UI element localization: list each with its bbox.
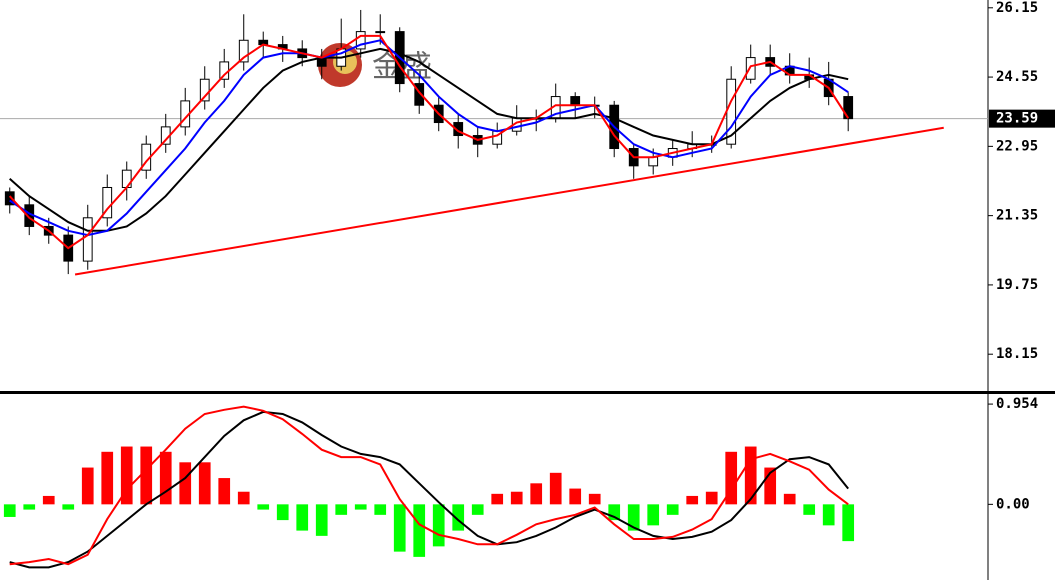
candle-body bbox=[745, 57, 756, 80]
histogram-bar bbox=[471, 504, 484, 515]
indicator-line bbox=[9, 405, 849, 566]
histogram-bar bbox=[257, 504, 270, 510]
histogram-bar bbox=[627, 504, 640, 531]
histogram-bar bbox=[81, 467, 94, 505]
y-tick-label: 22.95 bbox=[996, 138, 1038, 154]
candle-body bbox=[570, 96, 581, 106]
candle-body bbox=[199, 78, 210, 102]
candle-body bbox=[102, 186, 113, 219]
histogram-bar bbox=[120, 446, 133, 505]
indicator-line bbox=[9, 39, 849, 237]
histogram-bar bbox=[140, 446, 153, 505]
y-tick-label: 21.35 bbox=[996, 208, 1038, 224]
histogram-bar bbox=[101, 451, 114, 505]
histogram-bar bbox=[432, 504, 445, 547]
candle-body bbox=[4, 191, 15, 206]
histogram-bar bbox=[530, 483, 543, 505]
histogram-bar bbox=[218, 478, 231, 505]
histogram-bar bbox=[62, 504, 75, 510]
trendline bbox=[74, 126, 944, 276]
histogram-bar bbox=[452, 504, 465, 531]
histogram-bar bbox=[783, 493, 796, 505]
y-tick-label: 18.15 bbox=[996, 346, 1038, 362]
histogram-bar bbox=[42, 495, 55, 505]
histogram-bar bbox=[822, 504, 835, 526]
histogram-bar bbox=[276, 504, 289, 521]
histogram-bar bbox=[666, 504, 679, 515]
y-tick-label: 26.15 bbox=[996, 0, 1038, 16]
candle-body bbox=[648, 156, 659, 167]
histogram-bar bbox=[569, 488, 582, 505]
histogram-bar bbox=[23, 504, 36, 510]
histogram-bar bbox=[686, 495, 699, 505]
last-price-label: 23.59 bbox=[996, 111, 1038, 127]
histogram-bar bbox=[725, 451, 738, 505]
histogram-bar bbox=[237, 491, 250, 505]
candle-body bbox=[238, 39, 249, 63]
histogram-bar bbox=[803, 504, 816, 515]
indicator-line bbox=[9, 410, 849, 569]
y-tick-label: 0.954 bbox=[996, 396, 1038, 412]
histogram-bar bbox=[335, 504, 348, 515]
candle-body bbox=[414, 83, 425, 106]
histogram-bar bbox=[374, 504, 387, 515]
last-price-box bbox=[989, 109, 1055, 128]
histogram-bar bbox=[296, 504, 309, 531]
histogram-bar bbox=[608, 504, 621, 521]
histogram-bar bbox=[705, 491, 718, 505]
indicator-line bbox=[8, 34, 850, 250]
y-tick-label: 19.75 bbox=[996, 277, 1038, 293]
histogram-bar bbox=[647, 504, 660, 526]
candle-body bbox=[219, 61, 230, 80]
y-tick-label: 0.00 bbox=[996, 496, 1030, 512]
histogram-bar bbox=[393, 504, 406, 552]
histogram-bar bbox=[198, 462, 211, 505]
histogram-bar bbox=[315, 504, 328, 536]
candle-body bbox=[375, 31, 386, 34]
histogram-bar bbox=[179, 462, 192, 505]
candle-body bbox=[843, 96, 854, 120]
histogram-bar bbox=[159, 451, 172, 505]
y-tick-label: 24.55 bbox=[996, 69, 1038, 85]
histogram-bar bbox=[354, 504, 367, 510]
panel-divider bbox=[0, 391, 1055, 394]
histogram-bar bbox=[3, 504, 16, 517]
candle-body bbox=[355, 31, 366, 50]
histogram-bar bbox=[491, 493, 504, 505]
histogram-bar bbox=[549, 472, 562, 505]
histogram-bar bbox=[842, 504, 855, 542]
histogram-bar bbox=[413, 504, 426, 557]
candle-body bbox=[82, 217, 93, 262]
histogram-bar bbox=[744, 446, 757, 505]
histogram-bar bbox=[588, 493, 601, 505]
histogram-bar bbox=[510, 491, 523, 505]
histogram-bar bbox=[764, 467, 777, 505]
candle-body bbox=[453, 122, 464, 137]
